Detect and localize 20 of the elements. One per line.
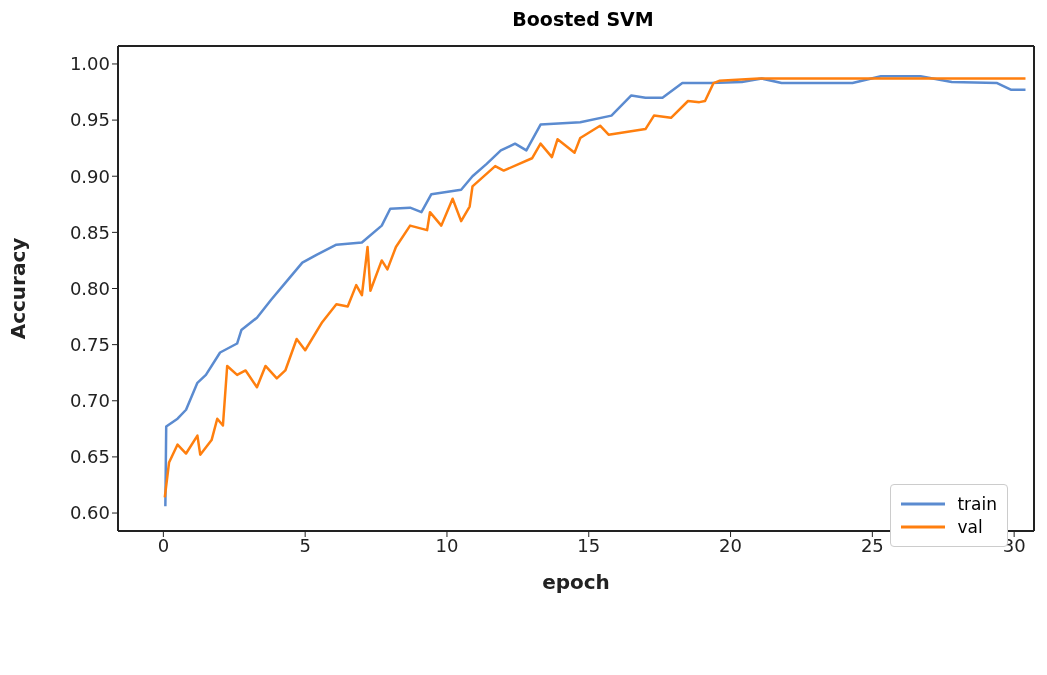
legend-label: train <box>957 494 997 514</box>
chart-title: Boosted SVM <box>511 8 655 32</box>
y-tick-label: 0.85 <box>69 221 110 243</box>
y-tick-label: 0.60 <box>69 502 110 524</box>
y-tick-label: 0.95 <box>69 109 110 131</box>
y-tick-label: 0.65 <box>69 446 110 468</box>
y-tick-label: 0.80 <box>69 277 110 299</box>
x-tick-label: 25 <box>860 534 884 556</box>
y-tick-label: 0.70 <box>69 390 110 412</box>
legend-label: val <box>957 517 983 537</box>
y-tick-label: 0.90 <box>69 165 110 187</box>
x-tick-label: 5 <box>299 534 311 556</box>
y-axis-title: Accuracy <box>6 237 31 340</box>
y-tick-label: 0.75 <box>69 334 110 356</box>
x-tick-label: 10 <box>435 534 459 556</box>
x-tick-label: 20 <box>719 534 743 556</box>
x-tick-label: 0 <box>157 534 170 556</box>
x-tick-label: 15 <box>577 534 601 556</box>
x-axis-title: epoch <box>542 570 610 594</box>
y-tick-label: 1.00 <box>69 53 110 75</box>
